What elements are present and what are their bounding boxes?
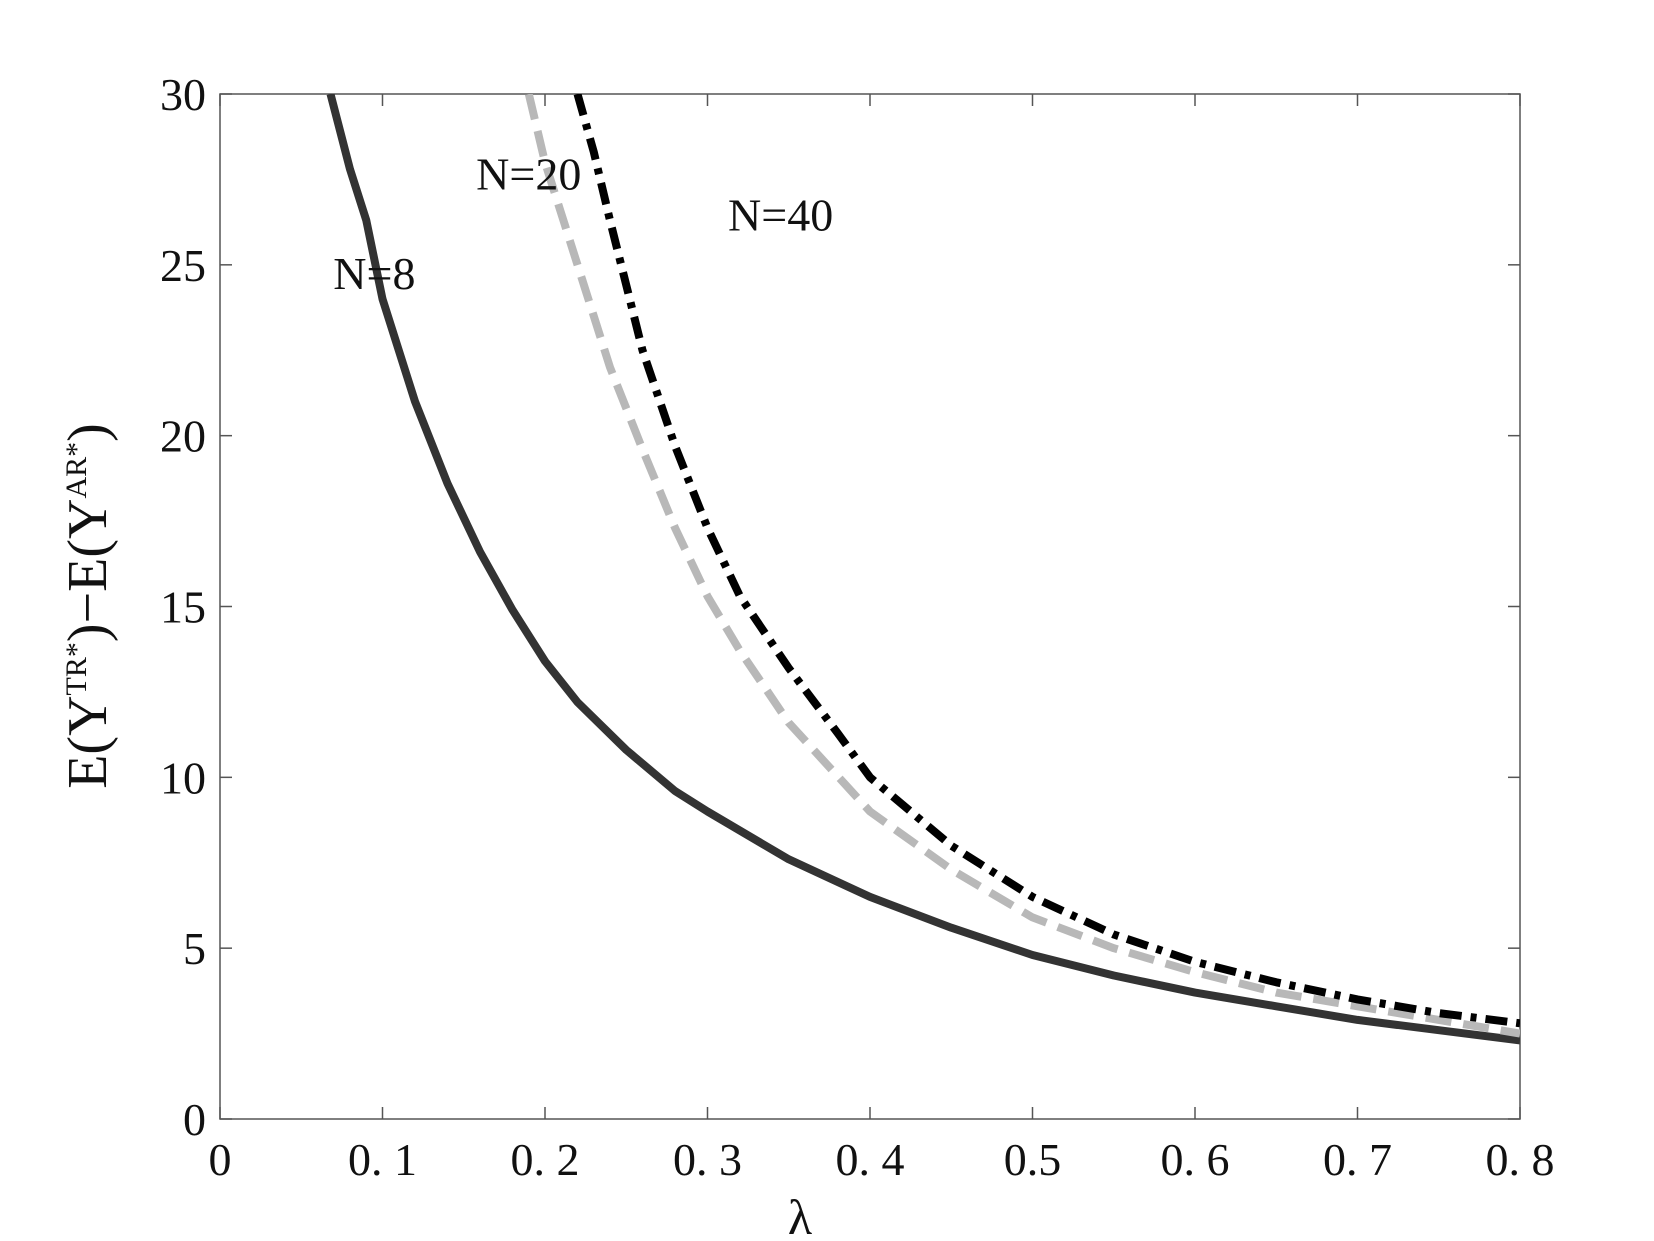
ylabel-part: Y — [57, 499, 119, 539]
x-tick-label: 0. 8 — [1486, 1134, 1555, 1185]
x-tick-label: 0. 6 — [1161, 1134, 1230, 1185]
ylabel-part: − — [57, 592, 119, 624]
y-axis-ticks: 0 5 10 15 20 25 30 — [160, 69, 1520, 1145]
series-line-n-20 — [524, 94, 1520, 1038]
y-tick-label: 10 — [160, 752, 206, 803]
y-tick-label: 15 — [160, 582, 206, 633]
ylabel-superscript: AR* — [60, 442, 93, 499]
ylabel-part: Y — [57, 695, 119, 735]
y-tick-label: 0 — [183, 1094, 206, 1145]
ylabel-part: E — [57, 755, 119, 789]
ylabel-part: ) — [57, 623, 119, 642]
x-axis-ticks: 0 0. 1 0. 2 0. 3 0. 4 0.5 0. 6 0. 7 0. 8 — [209, 94, 1555, 1185]
series-line-n-8 — [326, 94, 1520, 1045]
series-lines — [326, 94, 1520, 1045]
x-tick-label: 0.5 — [1004, 1134, 1062, 1185]
ylabel-superscript: TR* — [60, 642, 93, 695]
plot-frame — [219, 93, 1521, 1120]
y-tick-label: 5 — [183, 923, 206, 974]
x-tick-label: 0. 2 — [511, 1134, 580, 1185]
y-tick-label: 25 — [160, 240, 206, 291]
x-tick-label: 0 — [209, 1134, 232, 1185]
series-labels: N=8 N=20 N=40 — [333, 149, 833, 299]
ylabel-part: ) — [57, 423, 119, 442]
x-tick-label: 0. 3 — [673, 1134, 742, 1185]
ylabel-part: E — [57, 558, 119, 592]
series-label: N=40 — [728, 190, 833, 241]
ylabel-part: ( — [57, 539, 119, 558]
y-tick-label: 20 — [160, 411, 206, 462]
y-tick-label: 30 — [160, 69, 206, 120]
x-tick-label: 0. 7 — [1323, 1134, 1392, 1185]
ylabel-part: ( — [57, 736, 119, 755]
x-tick-label: 0. 4 — [836, 1134, 905, 1185]
series-line-n-40 — [573, 94, 1520, 1028]
series-label: N=8 — [333, 248, 415, 299]
x-axis-label: λ — [788, 1189, 812, 1241]
series-label: N=20 — [476, 149, 581, 200]
y-axis-label: E(YTR*)−E(YAR*) — [57, 423, 119, 789]
x-tick-label: 0. 1 — [348, 1134, 417, 1185]
